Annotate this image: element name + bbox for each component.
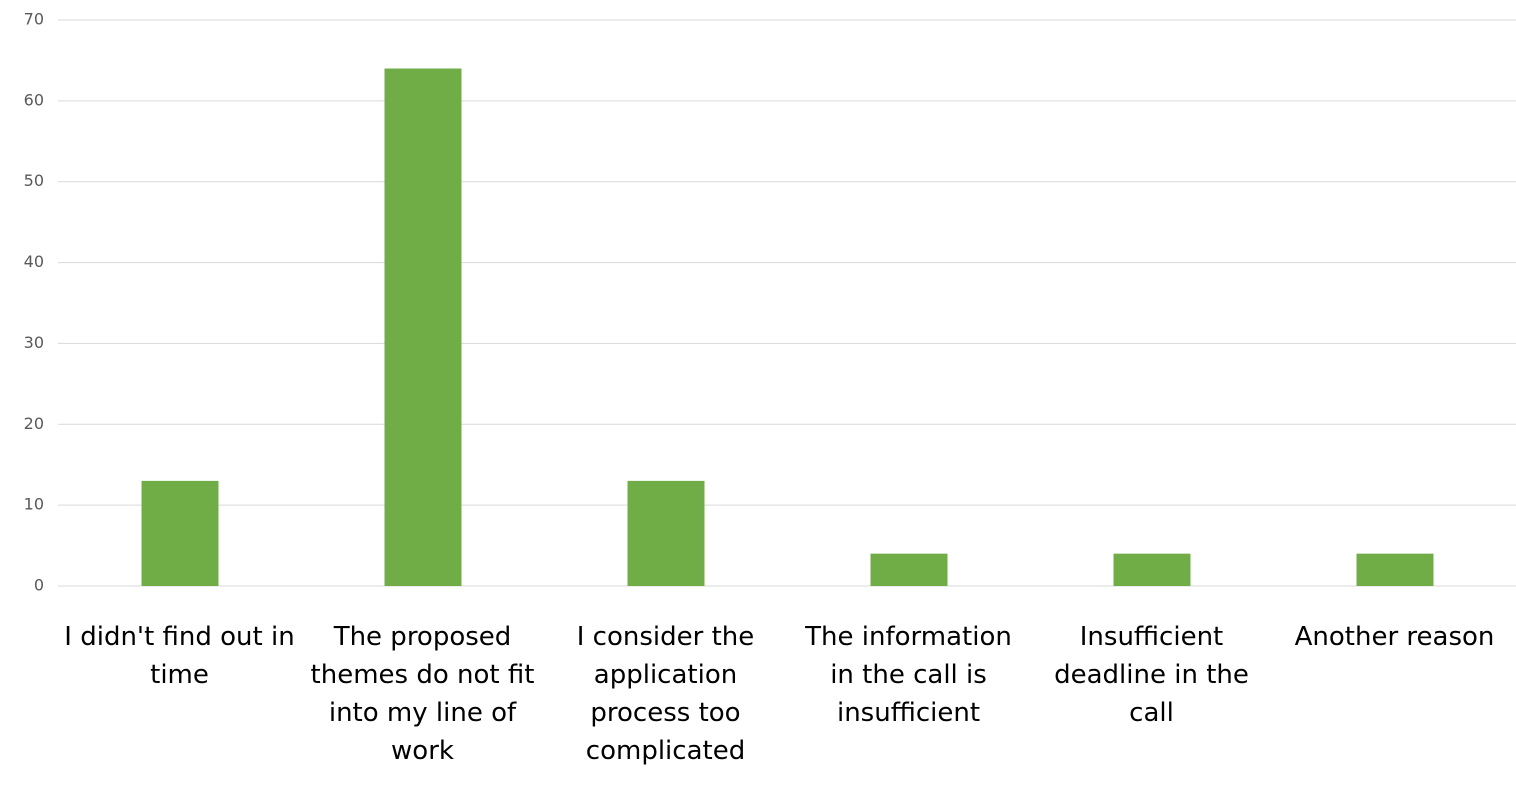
x-tick-label: Insufficient deadline in the call <box>1034 618 1270 732</box>
bar <box>628 481 705 586</box>
y-tick-label: 20 <box>24 414 44 433</box>
chart: 0 10 20 30 40 50 60 70 I didn't find out in tim… <box>0 0 1516 789</box>
y-tick-label: 60 <box>24 90 44 109</box>
bar <box>385 69 462 586</box>
x-tick-label: Another reason <box>1277 618 1513 656</box>
bar <box>1357 554 1434 586</box>
y-tick-label: 30 <box>24 333 44 352</box>
y-tick-label: 0 <box>34 576 44 595</box>
x-tick-label: The information in the call is insuffici… <box>791 618 1027 732</box>
x-tick-label: I consider the application process too c… <box>548 618 784 770</box>
bar <box>871 554 948 586</box>
bar <box>142 481 219 586</box>
x-tick-label: I didn't find out in time <box>62 618 298 694</box>
bar <box>1114 554 1191 586</box>
x-tick-label: The proposed themes do not fit into my l… <box>305 618 541 770</box>
y-tick-label: 10 <box>24 495 44 514</box>
y-tick-label: 50 <box>24 171 44 190</box>
y-tick-label: 40 <box>24 252 44 271</box>
y-tick-label: 70 <box>24 10 44 29</box>
